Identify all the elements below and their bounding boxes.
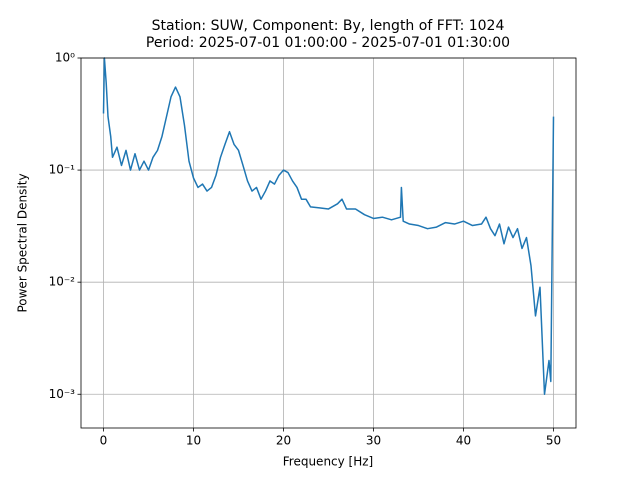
- x-axis-label: Frequency [Hz]: [283, 455, 374, 469]
- y-tick-label: 10⁻³: [49, 387, 76, 401]
- chart-title: Station: SUW, Component: By, length of F…: [152, 18, 505, 34]
- x-tick-label: 0: [100, 434, 108, 448]
- x-tick-label: 30: [366, 434, 381, 448]
- x-tick-label: 20: [276, 434, 291, 448]
- x-tick-label: 50: [546, 434, 561, 448]
- x-tick-label: 10: [186, 434, 201, 448]
- x-tick-label: 40: [456, 434, 471, 448]
- y-tick-label: 10⁰: [55, 51, 75, 65]
- y-tick-label: 10⁻¹: [49, 163, 76, 177]
- y-tick-label: 10⁻²: [49, 275, 76, 289]
- chart-title: Period: 2025-07-01 01:00:00 - 2025-07-01…: [146, 35, 510, 51]
- line-series: [102, 57, 555, 396]
- y-axis-label: Power Spectral Density: [16, 173, 30, 312]
- plot-frame: [80, 57, 577, 429]
